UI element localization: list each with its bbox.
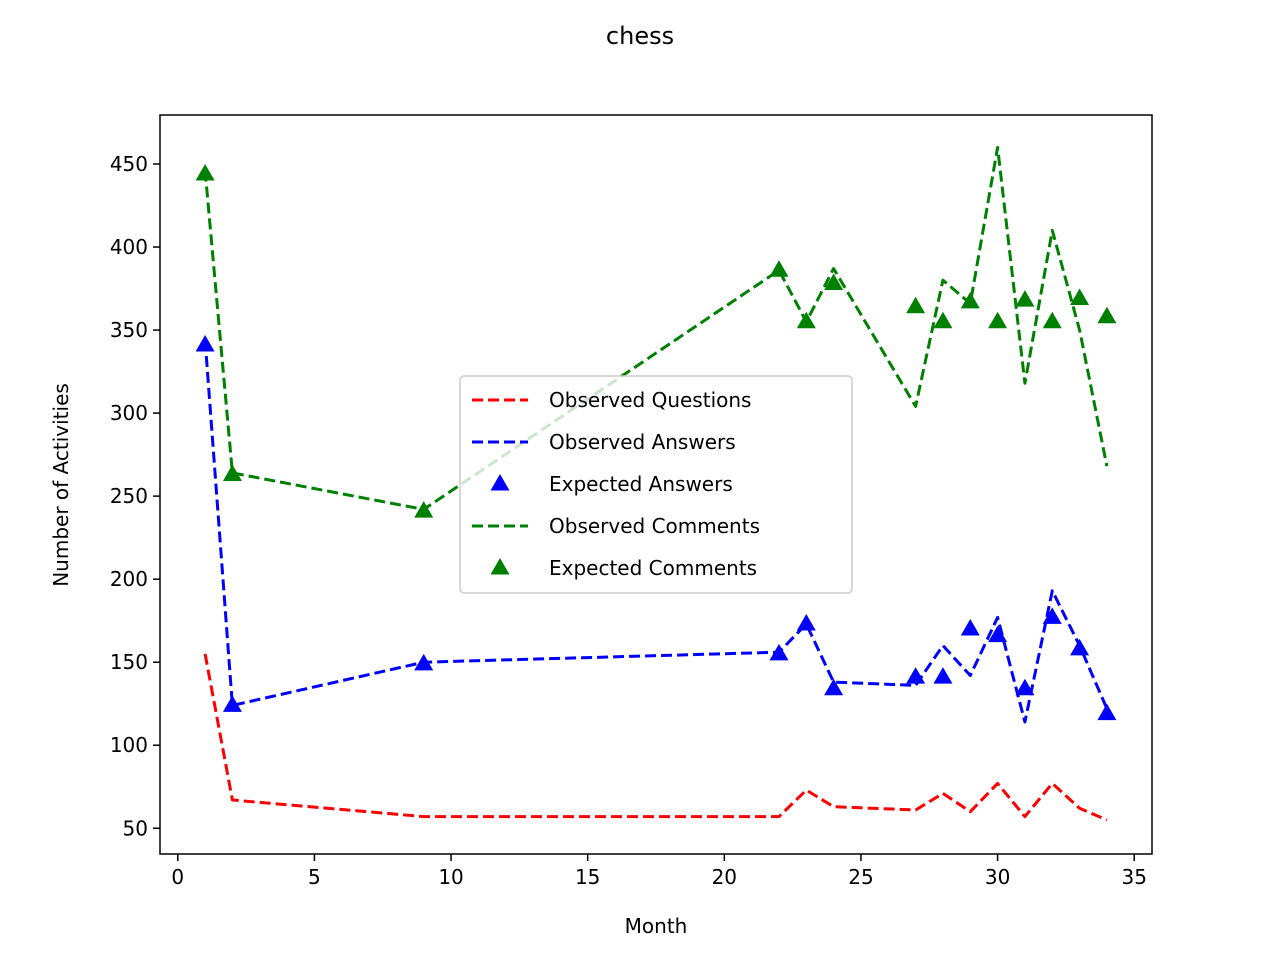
y-tick-label: 200 [110,567,148,591]
legend-label-expected-comments: Expected Comments [549,556,757,580]
expected-comments-point [824,273,844,291]
expected-comments-point [796,311,816,329]
y-tick-label: 100 [110,733,148,757]
x-tick-label: 25 [848,865,873,889]
x-tick-label: 20 [712,865,737,889]
expected-answers-point [1070,638,1090,656]
expected-comments-point [414,501,434,518]
expected-answers-point [414,653,434,671]
y-tick-label: 300 [110,401,148,425]
y-tick-label: 50 [123,816,148,840]
expected-comments-point [1070,288,1090,306]
expected-answers-point [1042,607,1062,624]
chart-title: chess [606,22,674,50]
expected-answers-point [769,643,789,661]
legend-label-expected-answers: Expected Answers [549,472,733,496]
x-axis-title: Month [625,914,688,938]
legend-label-observed-questions: Observed Questions [549,388,751,412]
plot-frame [159,114,1153,855]
expected-answers-point [222,695,242,712]
expected-answers-point [906,667,926,684]
x-tick-label: 15 [575,865,600,889]
expected-comments-point [988,311,1008,329]
expected-comments-point [1042,311,1062,329]
y-tick-label: 150 [110,650,148,674]
expected-comments-point [1015,290,1035,307]
expected-comments-point [1097,306,1117,324]
expected-answers-point [195,335,215,352]
x-tick-label: 30 [985,865,1010,889]
expected-answers-point [824,678,844,696]
expected-answers-point [960,618,980,636]
y-axis: 50 100 150 200 250 300 350 400 450 [110,152,160,840]
y-tick-label: 250 [110,484,148,508]
y-axis-title: Number of Activities [49,383,73,587]
y-tick-label: 350 [110,318,148,342]
legend: Observed Questions Observed Answers Expect… [459,375,853,594]
x-tick-label: 10 [438,865,463,889]
x-axis: 0 5 10 15 20 25 30 35 [171,854,1147,889]
legend-box [459,375,853,594]
x-tick-label: 5 [308,865,321,889]
observed-answers-line [203,339,1109,724]
x-tick-label: 35 [1122,865,1147,889]
expected-comments-point [769,260,789,277]
legend-swatch-expected-answers [490,474,510,491]
y-tick-label: 400 [110,235,148,259]
observed-questions-line [203,653,1108,822]
legend-swatch-expected-comments [490,558,510,575]
expected-comments-point [222,464,242,482]
expected-comments-point [906,296,926,314]
y-tick-label: 450 [110,152,148,176]
expected-comments-point [960,291,980,309]
expected-answers-point [1015,678,1035,696]
expected-answers-point [933,667,953,684]
legend-label-observed-answers: Observed Answers [549,430,736,454]
legend-label-observed-comments: Observed Comments [549,514,760,538]
expected-answers-point [988,625,1008,643]
expected-comments-point [195,163,215,181]
expected-answers-point [1097,703,1117,721]
expected-answers-point [796,613,816,631]
x-tick-label: 0 [171,865,184,889]
expected-comments-point [933,311,953,329]
